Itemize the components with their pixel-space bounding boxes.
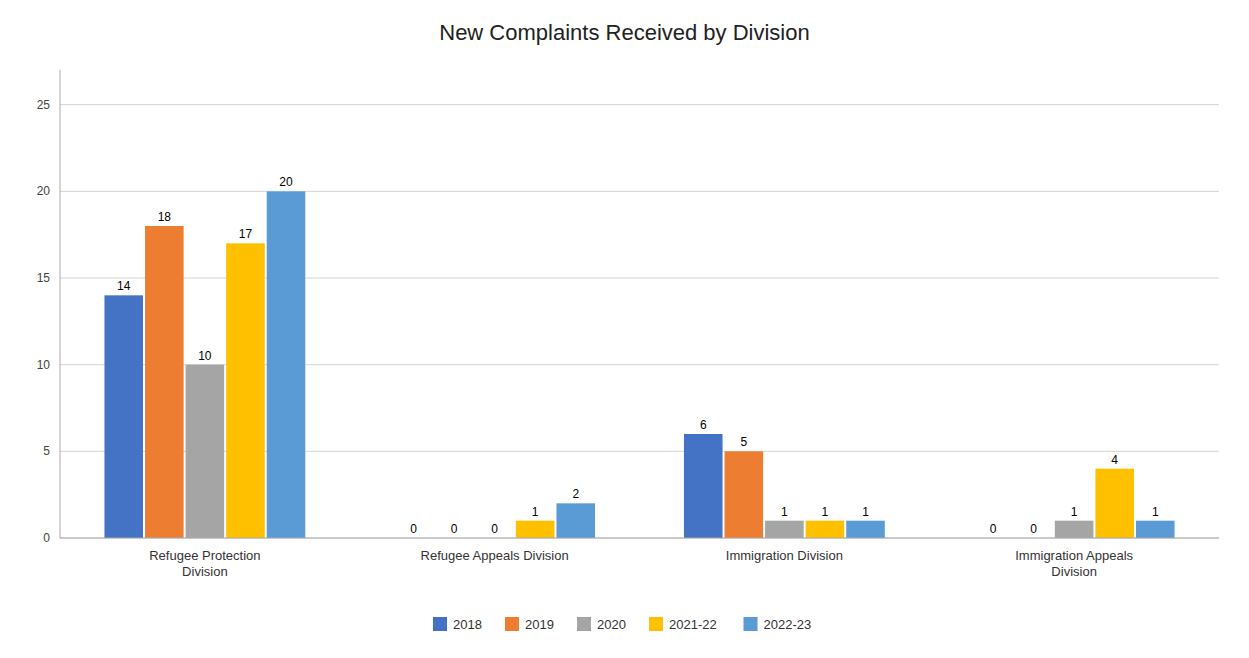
data-label: 20: [279, 175, 293, 189]
grid: [60, 105, 1219, 538]
data-label: 4: [1111, 453, 1118, 467]
bar: [556, 503, 595, 538]
data-label: 1: [862, 505, 869, 519]
legend-swatch: [505, 617, 519, 631]
grid-line: [60, 538, 1219, 539]
legend: 2018 2019 2020 2021-22 2022-23: [433, 617, 811, 632]
legend-swatch: [649, 617, 663, 631]
data-label: 1: [781, 505, 788, 519]
chart-svg: New Complaints Received by Division05101…: [0, 0, 1249, 658]
data-label: 14: [117, 279, 131, 293]
legend-swatch: [577, 617, 591, 631]
data-label: 17: [239, 227, 253, 241]
bar: [226, 243, 265, 538]
y-tick-label: 0: [43, 531, 50, 545]
bar: [267, 191, 306, 538]
grid-line: [60, 191, 1219, 192]
x-tick-label-line: Immigration Division: [726, 548, 843, 563]
data-label: 5: [740, 435, 747, 449]
x-tick-label-line: Immigration Appeals: [1015, 548, 1133, 563]
bar: [684, 434, 723, 538]
x-tick-label: Immigration Division: [726, 548, 843, 563]
data-label: 1: [822, 505, 829, 519]
data-labels: 1406018050100111711420211: [117, 175, 1159, 536]
x-tick-label-line: Division: [1051, 564, 1097, 579]
x-axis-line: [60, 538, 1219, 539]
data-label: 0: [410, 522, 417, 536]
y-tick-label: 5: [43, 444, 50, 458]
data-label: 1: [532, 505, 539, 519]
data-label: 0: [1030, 522, 1037, 536]
data-label: 0: [451, 522, 458, 536]
data-label: 2: [572, 487, 579, 501]
bar: [846, 521, 885, 538]
bar: [1055, 521, 1094, 538]
x-tick-label: Refugee Appeals Division: [421, 548, 569, 563]
legend-label: 2019: [525, 617, 554, 632]
x-tick-label-line: Refugee Protection: [149, 548, 260, 563]
data-label: 10: [198, 349, 212, 363]
data-label: 18: [158, 210, 172, 224]
legend-swatch: [433, 617, 447, 631]
bar: [104, 295, 143, 538]
title: New Complaints Received by Division: [439, 20, 809, 45]
data-label: 0: [491, 522, 498, 536]
x-tick-label-line: Division: [182, 564, 228, 579]
bar: [186, 365, 225, 538]
data-label: 1: [1071, 505, 1078, 519]
bar: [806, 521, 845, 538]
legend-label: 2021-22: [669, 617, 717, 632]
legend-label: 2022-23: [764, 617, 812, 632]
data-label: 1: [1152, 505, 1159, 519]
bar: [725, 451, 764, 538]
bar: [1136, 521, 1175, 538]
bars: [104, 191, 1174, 538]
y-axis-line: [60, 70, 61, 538]
legend-label: 2018: [453, 617, 482, 632]
chart-container: New Complaints Received by Division05101…: [0, 0, 1249, 658]
x-tick-label: Immigration AppealsDivision: [1015, 548, 1133, 579]
bar: [145, 226, 184, 538]
data-label: 0: [990, 522, 997, 536]
y-tick-label: 10: [37, 358, 51, 372]
bar: [765, 521, 804, 538]
data-label: 6: [700, 418, 707, 432]
x-tick-label-line: Refugee Appeals Division: [421, 548, 569, 563]
y-tick-label: 20: [37, 184, 51, 198]
legend-swatch: [744, 617, 758, 631]
grid-line: [60, 104, 1219, 105]
legend-label: 2020: [597, 617, 626, 632]
bar: [1095, 469, 1134, 538]
bar: [516, 521, 555, 538]
y-tick-label: 15: [37, 271, 51, 285]
x-tick-label: Refugee ProtectionDivision: [149, 548, 260, 579]
y-tick-label: 25: [37, 98, 51, 112]
